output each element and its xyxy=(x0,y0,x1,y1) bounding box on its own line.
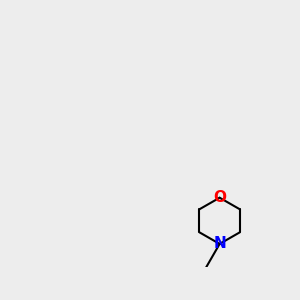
Text: O: O xyxy=(213,190,226,205)
Text: N: N xyxy=(213,236,226,251)
